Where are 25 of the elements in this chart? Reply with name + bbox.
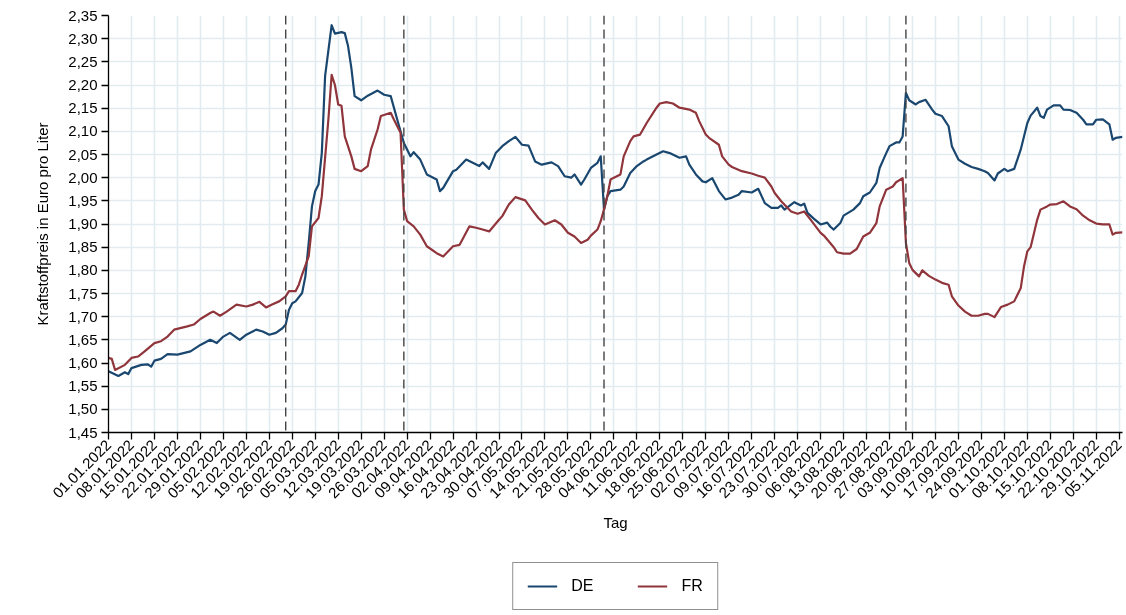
y-tick-label: 1,50: [68, 400, 98, 418]
y-tick-label: 2,35: [68, 6, 98, 24]
y-tick-label: 1,65: [68, 330, 98, 348]
x-axis-title: Tag: [603, 513, 628, 531]
y-tick-label: 2,25: [68, 52, 98, 70]
y-tick-label: 1,75: [68, 284, 98, 302]
y-tick-label: 2,30: [68, 29, 98, 47]
y-tick-label: 2,10: [68, 122, 98, 140]
y-tick-label: 1,60: [68, 354, 98, 371]
y-tick-label: 1,45: [68, 423, 98, 441]
y-tick-label: 1,70: [68, 307, 98, 325]
y-tick-label: 1,95: [68, 191, 98, 209]
line-series: [108, 24, 1123, 378]
y-tick-label: 2,15: [68, 99, 98, 117]
y-tick-label: 1,85: [68, 238, 98, 256]
y-tick-label: 2,05: [68, 145, 98, 163]
y-tick-label: 2,20: [68, 76, 98, 93]
line-series: [108, 73, 1123, 372]
y-axis-title: Kraftstoffpreis in Euro pro Liter: [34, 122, 52, 326]
legend-label: DE: [571, 577, 594, 595]
legend-label: FR: [681, 577, 703, 595]
y-tick-label: 1,80: [68, 261, 98, 279]
y-tick-label: 1,55: [68, 377, 98, 395]
y-tick-label: 1,90: [68, 215, 98, 232]
y-tick-label: 2,00: [68, 168, 98, 186]
